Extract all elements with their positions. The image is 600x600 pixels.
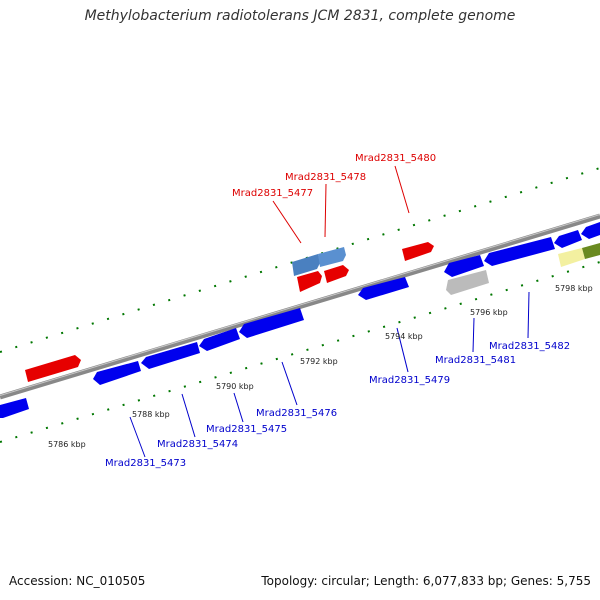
position-label: 5796 kbp xyxy=(470,308,508,317)
gene-reverse-blue[interactable] xyxy=(358,277,409,300)
gene-reverse-blue[interactable] xyxy=(141,342,200,369)
gene-label: Mrad2831_5482 xyxy=(489,341,570,352)
gene-label: Mrad2831_5473 xyxy=(105,458,186,469)
genome-backbone-highlight xyxy=(0,214,600,396)
gene-steelblue[interactable] xyxy=(318,247,346,267)
gene-label: Mrad2831_5478 xyxy=(285,172,366,183)
gene-forward-red[interactable] xyxy=(402,242,434,261)
gene-yellow[interactable] xyxy=(558,248,585,267)
gene-label: Mrad2831_5477 xyxy=(232,188,313,199)
gene-reverse-blue[interactable] xyxy=(199,328,240,351)
gene-reverse-blue[interactable] xyxy=(93,361,141,385)
position-label: 5798 kbp xyxy=(555,284,593,293)
gene-label: Mrad2831_5476 xyxy=(256,408,337,419)
position-label: 5794 kbp xyxy=(385,332,423,341)
leader-line xyxy=(272,200,302,244)
gene-forward-red[interactable] xyxy=(324,265,349,283)
position-label: 5786 kbp xyxy=(48,440,86,449)
position-label: 5792 kbp xyxy=(300,357,338,366)
gene-label: Mrad2831_5480 xyxy=(355,153,436,164)
gene-label: Mrad2831_5479 xyxy=(369,375,450,386)
accession-text: Accession: NC_010505 xyxy=(9,574,146,588)
gene-reverse-blue[interactable] xyxy=(239,308,304,338)
genome-backbone xyxy=(0,213,600,400)
gene-reverse-blue[interactable] xyxy=(0,398,29,418)
leader-line xyxy=(181,393,196,438)
gene-label: Mrad2831_5475 xyxy=(206,424,287,435)
leader-line xyxy=(281,361,298,406)
leader-line xyxy=(324,183,327,238)
gene-forward-red[interactable] xyxy=(297,271,322,292)
gene-label: Mrad2831_5474 xyxy=(157,439,238,450)
leader-line xyxy=(233,392,244,423)
genome-summary-text: Topology: circular; Length: 6,077,833 bp… xyxy=(261,574,591,588)
gene-reverse-blue[interactable] xyxy=(484,237,555,266)
gene-reverse-blue[interactable] xyxy=(444,255,484,277)
gene-olive[interactable] xyxy=(582,243,600,259)
gene-reverse-blue[interactable] xyxy=(554,230,582,248)
gene-steelblue[interactable] xyxy=(292,254,320,276)
leader-line xyxy=(396,327,409,373)
leader-line xyxy=(472,317,475,353)
gene-forward-red[interactable] xyxy=(25,355,81,382)
gene-reverse-blue[interactable] xyxy=(581,222,600,239)
leader-line xyxy=(129,416,146,458)
figure-title: Methylobacterium radiotolerans JCM 2831,… xyxy=(84,8,516,24)
position-label: 5788 kbp xyxy=(132,410,170,419)
leader-line xyxy=(394,165,410,214)
gene-label: Mrad2831_5481 xyxy=(435,355,516,366)
gene-gray[interactable] xyxy=(446,270,489,295)
leader-line xyxy=(527,291,530,339)
position-label: 5790 kbp xyxy=(216,382,254,391)
